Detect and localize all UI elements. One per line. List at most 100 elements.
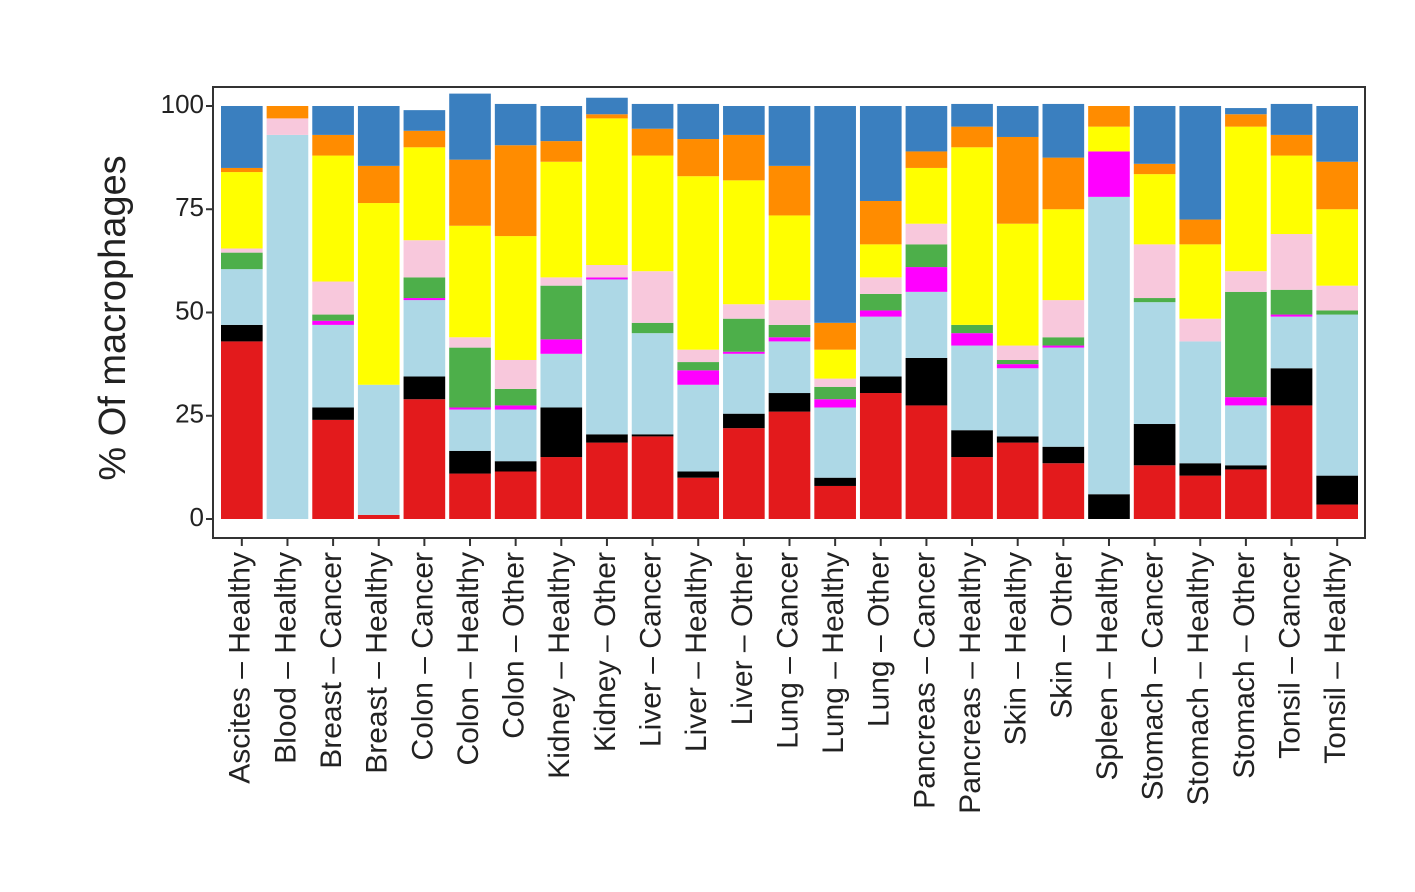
bar-segment-yellow (1179, 244, 1222, 319)
bar-segment-light-blue (723, 353, 765, 414)
bar-segment-blue (1133, 106, 1176, 164)
x-tick-label-liver-healthy: Liver – Healthy (680, 552, 713, 752)
y-tick-label: 75 (175, 192, 204, 222)
bar-segment-magenta (1270, 314, 1313, 317)
y-tick-label: 50 (175, 295, 204, 325)
bar-breast-healthy (357, 106, 400, 519)
bar-segment-green (312, 314, 354, 321)
bar-segment-yellow (1225, 126, 1267, 272)
bar-segment-black (540, 407, 583, 458)
bar-segment-light-blue (1270, 316, 1313, 369)
bar-segment-yellow (494, 236, 537, 360)
bar-segment-pink (1225, 271, 1267, 292)
bar-segment-blue (951, 103, 993, 127)
bar-segment-pink (768, 300, 811, 325)
bar-segment-yellow (996, 223, 1039, 346)
bar-segment-magenta (723, 351, 765, 354)
bar-segment-orange (1225, 114, 1267, 127)
bar-kidney-healthy (540, 106, 583, 519)
bar-segment-blue (996, 106, 1039, 137)
bar-pancreas-cancer (905, 106, 948, 519)
bar-segment-magenta (1088, 151, 1130, 197)
bar-segment-black (586, 434, 628, 443)
bar-segment-light-blue (859, 316, 902, 377)
bar-segment-green (1133, 298, 1176, 303)
bar-segment-light-blue (1133, 302, 1176, 425)
x-axis: Ascites – Healthy Blood – Healthy Breast –… (224, 538, 1352, 814)
bar-segment-black (905, 357, 948, 406)
x-tick-label-breast-healthy: Breast – Healthy (361, 552, 394, 774)
bar-lung-other (859, 106, 902, 519)
bar-segment-blue (221, 106, 263, 168)
bar-segment-light-blue (586, 279, 628, 435)
bar-segment-light-blue (312, 324, 354, 408)
bar-segment-orange (631, 128, 674, 156)
bar-segment-orange (1088, 106, 1130, 127)
bar-segment-light-blue (1316, 314, 1358, 476)
bar-segment-red (312, 419, 354, 519)
bar-segment-blue (1316, 106, 1358, 162)
bar-segment-green (1270, 289, 1313, 315)
x-tick-label-skin-healthy: Skin – Healthy (1000, 552, 1033, 745)
bar-segment-blue (768, 106, 811, 166)
bar-segment-yellow (357, 203, 400, 385)
bar-segment-black (1270, 368, 1313, 406)
x-tick-label-ascites-healthy: Ascites – Healthy (224, 552, 257, 784)
bar-colon-healthy (449, 93, 491, 519)
bar-lung-healthy (814, 106, 856, 519)
bar-segment-green (1316, 310, 1358, 315)
bar-segment-magenta (1042, 345, 1085, 348)
bar-segment-red (540, 457, 583, 519)
x-tick-label-liver-cancer: Liver – Cancer (635, 552, 668, 747)
x-tick-label-pancreas-healthy: Pancreas – Healthy (954, 552, 987, 814)
bar-segment-magenta (905, 267, 948, 292)
bar-segment-green (540, 285, 583, 340)
bar-segment-black (631, 434, 674, 437)
bar-segment-orange (723, 134, 765, 181)
bar-segment-magenta (1225, 397, 1267, 406)
bar-segment-light-blue (768, 341, 811, 394)
bar-segment-light-blue (1179, 341, 1222, 464)
bar-skin-other (1042, 103, 1085, 519)
bar-segment-yellow (586, 118, 628, 266)
bar-skin-healthy (996, 106, 1039, 519)
bar-segment-orange (859, 200, 902, 245)
bar-segment-orange (312, 134, 354, 156)
bar-kidney-other (586, 97, 628, 519)
x-tick-label-lung-cancer: Lung – Cancer (771, 552, 804, 749)
y-axis: 0 25 50 75 100 (161, 89, 213, 532)
bar-segment-yellow (859, 244, 902, 278)
bar-segment-green (494, 388, 537, 406)
y-tick-label: 0 (190, 502, 204, 532)
bar-segment-green (221, 252, 263, 270)
bar-spleen-healthy (1088, 106, 1130, 519)
bar-segment-green (1225, 291, 1267, 398)
bar-stomach-healthy (1179, 106, 1222, 519)
bar-segment-black (859, 376, 902, 394)
bar-segment-light-blue (996, 368, 1039, 437)
bar-segment-light-blue (494, 409, 537, 462)
bar-segment-blue (586, 97, 628, 115)
bar-segment-pink (221, 248, 263, 253)
bar-segment-black (677, 471, 720, 478)
bar-segment-magenta (494, 405, 537, 410)
bar-segment-light-blue (449, 409, 491, 451)
bar-segment-blue (1042, 103, 1085, 158)
bar-segment-red (677, 477, 720, 519)
bar-segment-yellow (951, 147, 993, 325)
bar-segment-magenta (951, 333, 993, 346)
bar-segment-orange (1133, 163, 1176, 175)
bar-segment-pink (631, 271, 674, 323)
x-tick-label-skin-other: Skin – Other (1045, 552, 1078, 719)
bar-segment-magenta (677, 370, 720, 385)
bar-segment-pink (586, 265, 628, 278)
bar-segment-orange (677, 139, 720, 177)
x-tick-label-liver-other: Liver – Other (726, 552, 759, 725)
bar-segment-black (494, 461, 537, 472)
bar-segment-black (1179, 463, 1222, 476)
bar-segment-pink (723, 304, 765, 319)
bar-segment-pink (1133, 244, 1176, 299)
bar-segment-red (1225, 469, 1267, 519)
bar-segment-pink (814, 378, 856, 387)
